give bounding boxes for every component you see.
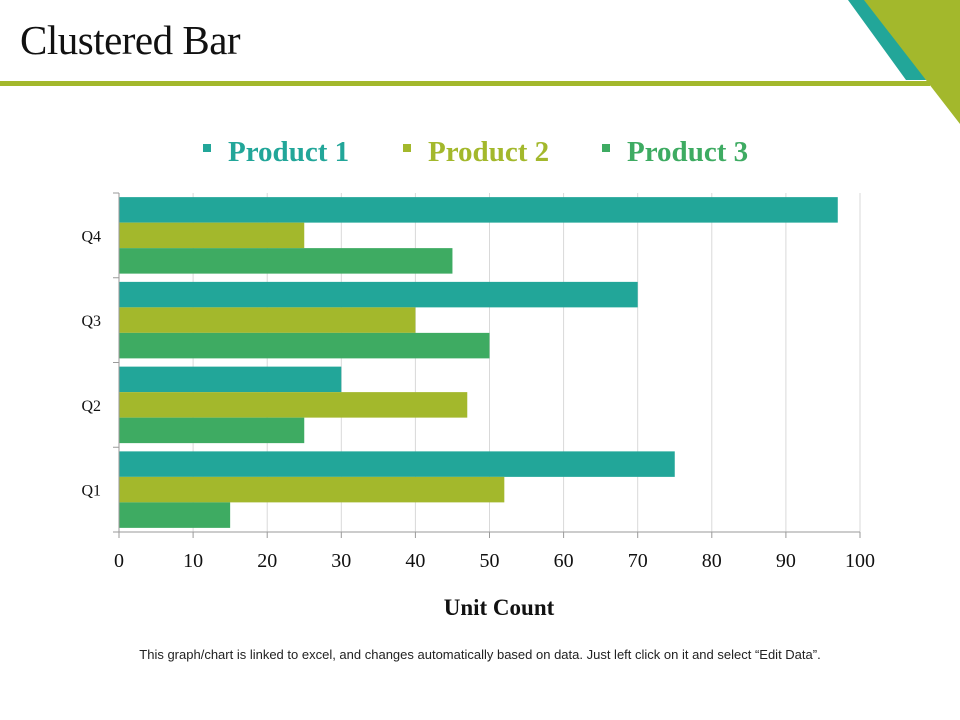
legend-swatch: [203, 144, 211, 152]
bar-product-3-q4: [119, 248, 453, 274]
title-underline: [0, 81, 930, 86]
y-category-label: Q2: [81, 398, 101, 415]
bar-product-3-q3: [119, 332, 490, 359]
bar-product-3-q1: [119, 502, 231, 528]
footnote: This graph/chart is linked to excel, and…: [139, 647, 821, 662]
legend-label: Product 3: [627, 136, 748, 168]
bar-product-1-q4: [119, 197, 838, 223]
x-tick-label: 0: [114, 550, 124, 572]
x-tick-label: 60: [554, 550, 574, 572]
y-category-label: Q4: [81, 228, 101, 245]
legend-label: Product 1: [228, 136, 349, 168]
bar-product-1-q3: [119, 281, 638, 308]
x-tick-label: 100: [845, 550, 875, 572]
x-tick-label: 90: [776, 550, 796, 572]
x-tick-label: 30: [331, 550, 351, 572]
corner-teal-stripe: [848, 0, 926, 80]
x-tick-label: 40: [405, 550, 425, 572]
x-tick-label: 50: [480, 550, 500, 572]
corner-decoration: [848, 0, 960, 124]
legend-swatch: [403, 144, 411, 152]
bar-product-2-q3: [119, 307, 416, 333]
corner-green-triangle: [864, 0, 960, 124]
bar-product-2-q1: [119, 476, 505, 503]
legend-label: Product 2: [428, 136, 549, 168]
x-tick-label: 20: [257, 550, 277, 572]
bar-product-2-q2: [119, 392, 468, 418]
bar-product-2-q4: [119, 222, 305, 249]
slide-title: Clustered Bar: [20, 17, 241, 63]
y-category-label: Q1: [81, 483, 101, 500]
legend-swatch: [602, 144, 610, 152]
bar-product-1-q1: [119, 451, 675, 477]
x-axis-title: Unit Count: [444, 595, 555, 620]
x-tick-label: 70: [628, 550, 648, 572]
y-category-label: Q3: [81, 313, 101, 330]
bar-product-3-q2: [119, 417, 305, 444]
chart-axes: [113, 192, 861, 538]
chart-labels: 0 10 20 30 40 50 60 70 80 90 100 Q1 Q2 Q3 Q4 Unit Count: [81, 228, 875, 620]
bar-product-1-q2: [119, 366, 342, 393]
x-tick-label: 80: [702, 550, 722, 572]
chart-bars: [119, 197, 838, 528]
chart-legend: Product 1 Product 2 Product 3: [203, 136, 748, 168]
x-tick-label: 10: [183, 550, 203, 572]
